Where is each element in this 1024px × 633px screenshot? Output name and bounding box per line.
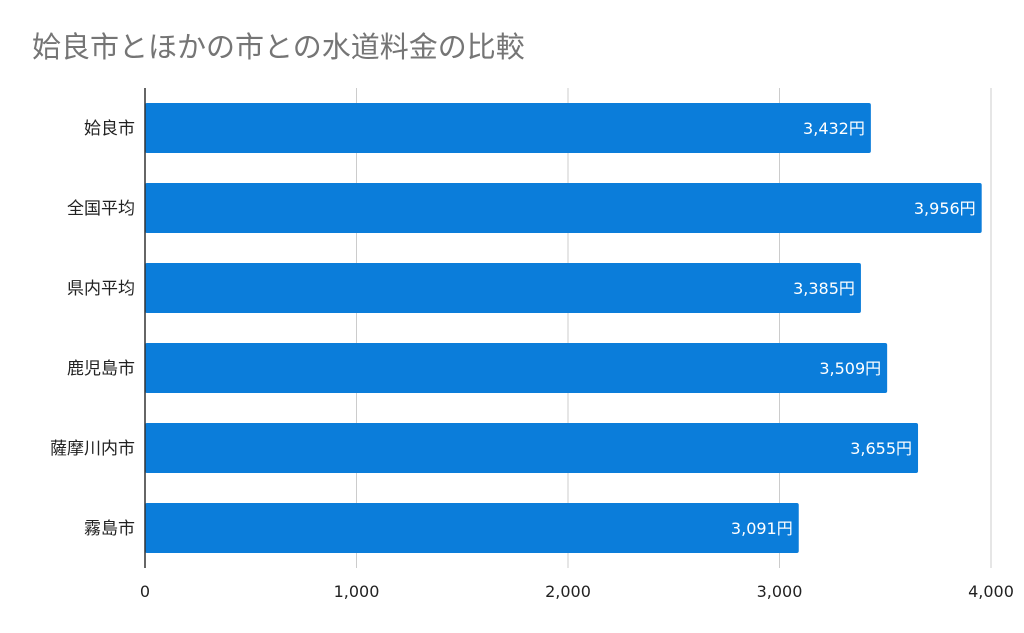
x-tick-label: 1,000 (334, 582, 380, 601)
bar (145, 423, 919, 473)
bar (145, 343, 888, 393)
bar (145, 263, 861, 313)
category-label: 薩摩川内市 (50, 439, 135, 459)
category-label: 姶良市 (84, 119, 135, 139)
data-label: 3,432円 (803, 119, 865, 138)
data-label: 3,956円 (914, 199, 976, 218)
x-tick-label: 2,000 (545, 582, 591, 601)
bar (145, 183, 982, 233)
bar (145, 503, 799, 553)
data-label: 3,655円 (850, 439, 912, 458)
x-tick-label: 0 (140, 582, 150, 601)
data-label: 3,509円 (819, 359, 881, 378)
bar (145, 103, 871, 153)
chart-title: 姶良市とほかの市との水道料金の比較 (32, 30, 525, 64)
data-label: 3,091円 (731, 519, 793, 538)
x-tick-label: 4,000 (968, 582, 1014, 601)
category-label: 全国平均 (67, 199, 135, 219)
x-tick-label: 3,000 (757, 582, 803, 601)
data-label: 3,385円 (793, 279, 855, 298)
category-label: 鹿児島市 (67, 359, 135, 379)
category-label: 霧島市 (84, 519, 135, 539)
category-label: 県内平均 (67, 279, 135, 299)
